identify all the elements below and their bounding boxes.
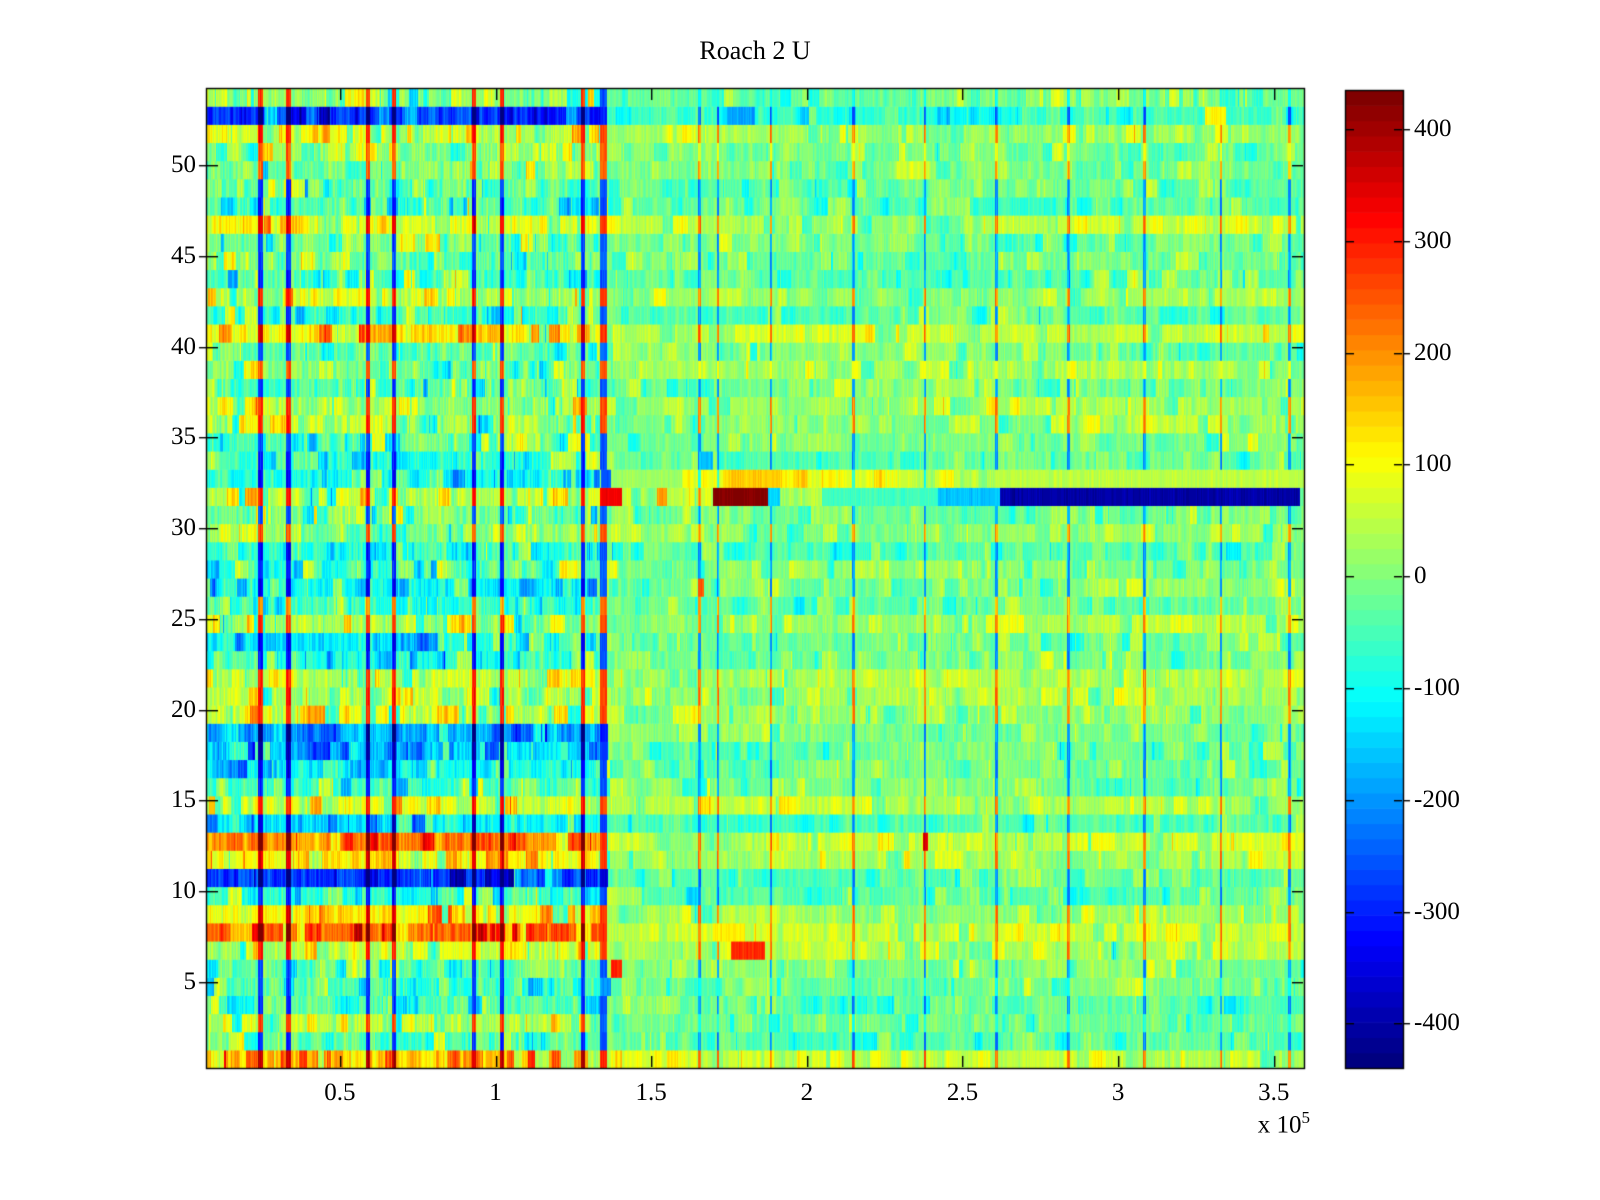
y-tick-label: 10 xyxy=(171,877,196,905)
x-tick-label: 0.5 xyxy=(324,1079,356,1106)
y-tick-label: 45 xyxy=(171,241,196,269)
colorbar-tick-label: -100 xyxy=(1414,673,1460,701)
x-tick-label: 1.5 xyxy=(635,1079,667,1106)
colorbar-tick-label: 200 xyxy=(1414,338,1452,366)
colorbar-tick-label: 400 xyxy=(1414,115,1452,143)
y-tick-label: 40 xyxy=(171,332,196,360)
x-axis-multiplier-base: x 10 xyxy=(1257,1111,1302,1139)
x-tick-label: 2.5 xyxy=(946,1079,979,1106)
x-axis-multiplier-exponent: 5 xyxy=(1301,1108,1311,1127)
x-tick-label: 3.5 xyxy=(1258,1079,1290,1106)
colorbar-tick-label: 100 xyxy=(1414,450,1452,478)
colorbar-tick-label: 300 xyxy=(1414,226,1452,254)
y-tick-label: 50 xyxy=(171,151,196,179)
x-tick-label: 2 xyxy=(800,1079,814,1106)
colorbar-tick-label: 0 xyxy=(1414,562,1427,590)
x-tick-label: 1 xyxy=(489,1079,502,1106)
colorbar-tick-label: -400 xyxy=(1414,1009,1460,1037)
y-tick-label: 25 xyxy=(171,604,196,632)
colorbar-tick-label: -200 xyxy=(1414,785,1460,813)
chart-title: Roach 2 U xyxy=(699,36,811,65)
colorbar-tick-label: -300 xyxy=(1414,897,1460,925)
y-tick-label: 15 xyxy=(171,786,196,814)
x-axis-multiplier: x 105 xyxy=(1150,1108,1310,1139)
x-tick-label: 3 xyxy=(1111,1079,1125,1106)
y-tick-label: 5 xyxy=(183,967,197,995)
y-tick-label: 35 xyxy=(171,423,196,451)
y-tick-label: 30 xyxy=(171,514,196,542)
y-tick-label: 20 xyxy=(171,695,196,723)
